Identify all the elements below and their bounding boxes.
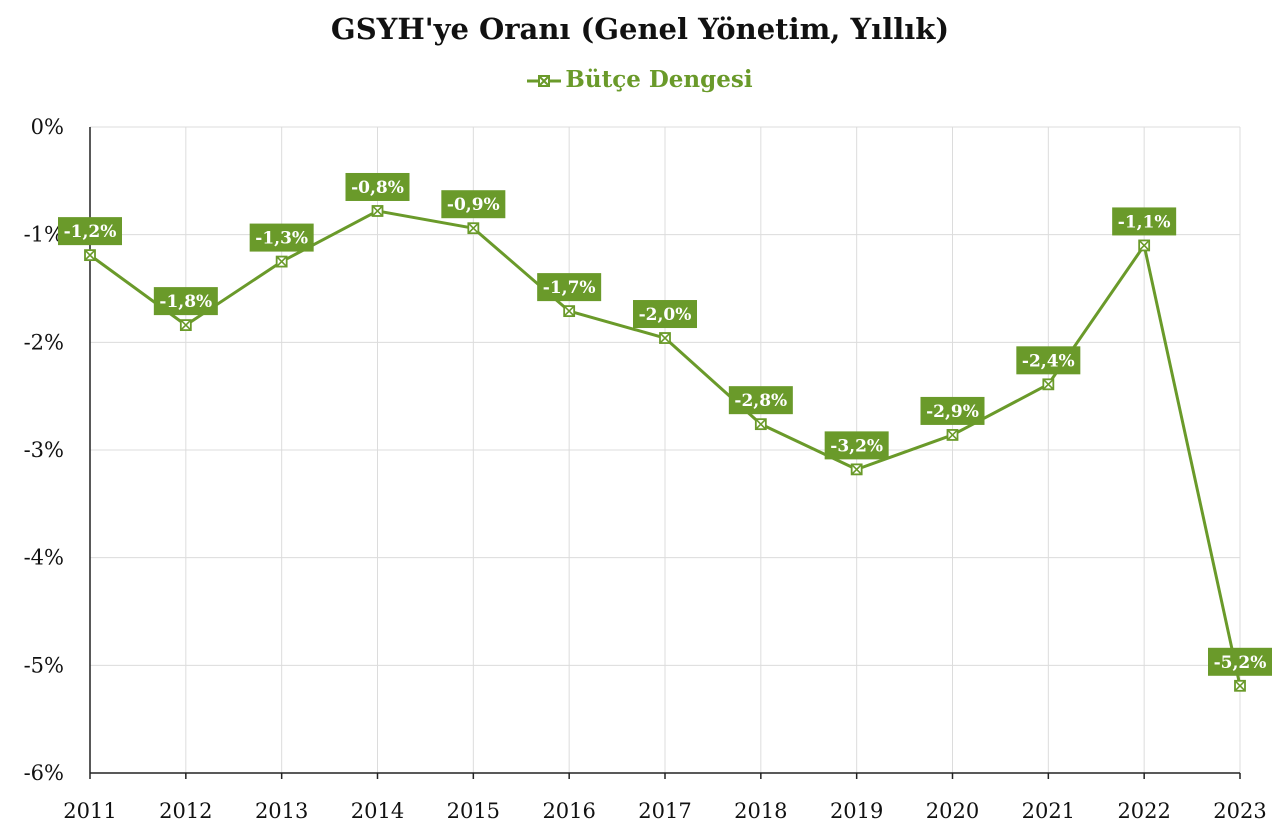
- data-point-marker: [659, 332, 671, 344]
- chart-title: GSYH'ye Oranı (Genel Yönetim, Yıllık): [330, 12, 950, 46]
- data-label: -0,9%: [441, 190, 506, 219]
- legend-series-label: Bütçe Dengesi: [565, 66, 753, 93]
- data-label-box: [920, 396, 985, 425]
- data-label: -1,8%: [153, 287, 218, 316]
- data-label: -0,8%: [345, 172, 410, 201]
- x-tick-label: 2011: [63, 799, 116, 823]
- data-label-box: [1112, 207, 1177, 236]
- data-label-box: [249, 223, 314, 252]
- x-tick-label: 2014: [351, 799, 404, 823]
- data-label-text: -0,9%: [447, 195, 500, 215]
- y-tick-label: -4%: [24, 546, 64, 570]
- data-label-text: -3,2%: [830, 436, 883, 456]
- data-label-text: -2,4%: [1022, 351, 1075, 371]
- legend-series-marker-icon: [527, 68, 562, 95]
- data-label-box: [537, 273, 602, 302]
- marker-cross: [755, 418, 767, 430]
- x-tick-label: 2019: [830, 799, 883, 823]
- marker-cross: [563, 305, 575, 317]
- axes: 0% -1% -2% -3% -4% -5% -6% 2011 2012 2013 2014 2015…: [24, 115, 1267, 823]
- y-tick-label: -5%: [24, 653, 64, 677]
- data-point-marker: [946, 429, 959, 441]
- data-label-text: -2,8%: [734, 391, 787, 411]
- data-label-box: [1016, 346, 1081, 375]
- marker-cross: [1234, 680, 1246, 692]
- marker-cross: [851, 463, 863, 475]
- data-label: -2,9%: [920, 396, 985, 425]
- data-label-text: -1,3%: [255, 229, 308, 249]
- y-tick-label: 0%: [31, 115, 64, 139]
- data-label: -1,2%: [58, 217, 122, 246]
- data-label-text: -1,2%: [64, 222, 117, 242]
- series-markers: [84, 205, 1246, 692]
- data-point-marker: [467, 222, 480, 235]
- legend: Bütçe Dengesi: [0, 66, 1280, 95]
- marker-cross: [84, 249, 96, 261]
- data-point-marker: [754, 418, 767, 431]
- marker-cross: [180, 319, 192, 331]
- data-label-text: -0,8%: [351, 178, 404, 198]
- x-tick-label: 2018: [734, 799, 787, 823]
- marker-cross: [371, 205, 384, 217]
- x-tick-label: 2012: [159, 799, 212, 823]
- data-label-text: -5,2%: [1214, 653, 1267, 673]
- x-tick-label: 2015: [447, 799, 500, 823]
- data-label-box: [824, 431, 889, 460]
- data-label-box: [441, 190, 506, 219]
- x-tick-label: 2017: [638, 799, 691, 823]
- data-point-marker: [84, 249, 96, 262]
- y-tick-label: -6%: [24, 761, 64, 785]
- data-point-marker: [1042, 378, 1055, 391]
- data-point-marker: [850, 463, 863, 476]
- data-label: -1,3%: [249, 223, 314, 252]
- data-point-marker: [1234, 679, 1246, 692]
- data-label-text: -1,8%: [159, 292, 212, 312]
- data-label-box: [633, 300, 697, 329]
- x-tick-label: 2020: [926, 799, 979, 823]
- data-point-marker: [179, 319, 192, 332]
- data-label-box: [728, 386, 793, 415]
- data-label: -1,1%: [1112, 207, 1177, 236]
- marker-cross: [276, 256, 288, 268]
- data-labels: -1,2% -1,8% -1,3% -0,8% -0,9% -1,7% -2,0% -2,8%…: [58, 172, 1272, 676]
- data-label-text: -1,1%: [1118, 212, 1171, 232]
- data-point-marker: [1138, 239, 1151, 252]
- marker-cross: [1042, 378, 1054, 390]
- data-label: -2,8%: [728, 386, 793, 415]
- y-tick-label: -3%: [24, 438, 64, 462]
- data-label: -1,7%: [537, 273, 602, 302]
- data-label-box: [153, 287, 218, 316]
- data-label-box: [1208, 647, 1272, 676]
- data-label-box: [58, 217, 122, 246]
- marker-cross: [946, 429, 959, 441]
- x-tick-label: 2023: [1213, 799, 1266, 823]
- x-tick-label: 2016: [542, 799, 595, 823]
- marker-cross: [1138, 239, 1150, 251]
- x-tick-label: 2013: [255, 799, 308, 823]
- data-point-marker: [371, 205, 384, 217]
- x-tick-label: 2022: [1117, 799, 1170, 823]
- x-tick-label: 2021: [1022, 799, 1075, 823]
- data-label: -3,2%: [824, 431, 889, 460]
- marker-cross: [659, 332, 671, 344]
- data-point-marker: [275, 255, 288, 268]
- data-label-text: -2,0%: [639, 305, 692, 325]
- data-point-marker: [563, 305, 576, 318]
- data-label: -2,0%: [633, 300, 697, 329]
- y-tick-label: -1%: [24, 223, 64, 247]
- data-label-box: [345, 172, 410, 201]
- data-label: -5,2%: [1208, 647, 1272, 676]
- data-label-text: -1,7%: [543, 278, 596, 298]
- data-label-text: -2,9%: [926, 402, 979, 422]
- y-tick-label: -2%: [24, 330, 64, 354]
- marker-cross: [467, 222, 479, 234]
- data-label: -2,4%: [1016, 346, 1081, 375]
